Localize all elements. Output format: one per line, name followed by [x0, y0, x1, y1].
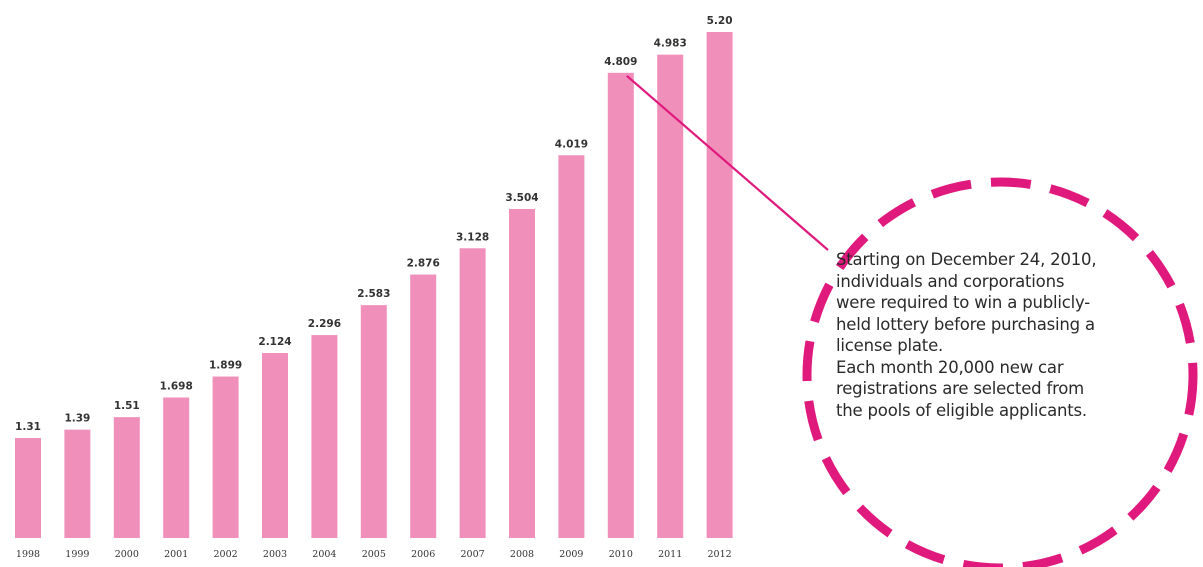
x-tick-label-2003: 2003 [263, 549, 287, 560]
x-tick-label-2001: 2001 [164, 549, 188, 560]
x-tick-label-1999: 1999 [65, 549, 89, 560]
bar-2001 [163, 397, 190, 538]
value-labels-layer: 1.31 1.39 1.51 1.698 1.899 2.124 2.296 2.583 2.8… [15, 15, 733, 433]
callout-paragraph-monthly-quota: Each month 20,000 new car registrations … [836, 357, 1087, 420]
x-tick-label-2006: 2006 [411, 549, 435, 560]
bar-2004 [311, 335, 338, 538]
bar-2011 [657, 54, 684, 539]
x-tick-label-2011: 2011 [658, 549, 682, 560]
x-tick-label-2004: 2004 [312, 549, 336, 560]
bar-1998 [15, 438, 41, 538]
bar-2008 [509, 209, 535, 538]
x-tick-label-2012: 2012 [708, 549, 732, 560]
bar-2005 [360, 305, 387, 538]
callout-dashed-circle [802, 177, 1198, 567]
bar-2010 [607, 72, 634, 538]
x-tick-label-2008: 2008 [510, 549, 534, 560]
bar-2006 [410, 274, 437, 538]
value-label-2011: 4.983 [654, 38, 687, 50]
x-axis-labels: 1998 1999 2000 2001 2002 2003 2004 2005 2006 2007… [16, 549, 732, 560]
value-label-1998: 1.31 [15, 421, 41, 433]
value-label-1999: 1.39 [64, 413, 90, 425]
value-label-2006: 2.876 [407, 258, 440, 270]
x-tick-label-2002: 2002 [214, 549, 238, 560]
bars-layer [15, 32, 733, 539]
value-label-2005: 2.583 [357, 288, 390, 300]
value-label-2012: 5.20 [707, 15, 733, 27]
value-label-2010: 4.809 [604, 56, 637, 68]
bar-2012 [706, 32, 733, 538]
value-label-2004: 2.296 [308, 318, 341, 330]
x-tick-label-2007: 2007 [461, 549, 485, 560]
bar-2000 [113, 417, 140, 538]
x-tick-label-2005: 2005 [362, 549, 386, 560]
bar-1999 [64, 429, 91, 538]
x-tick-label-2009: 2009 [559, 549, 583, 560]
value-label-2008: 3.504 [505, 192, 538, 204]
bar-2009 [558, 155, 585, 539]
value-label-2003: 2.124 [258, 336, 291, 348]
x-tick-label-1998: 1998 [16, 549, 40, 560]
callout-text: Starting on December 24, 2010, individua… [836, 249, 1176, 421]
bar-2002 [212, 376, 239, 538]
callout-connector-line [626, 74, 829, 251]
bar-2007 [459, 248, 486, 539]
value-label-2009: 4.019 [555, 138, 588, 150]
x-tick-label-2000: 2000 [115, 549, 139, 560]
value-label-2000: 1.51 [114, 400, 140, 412]
x-tick-label-2010: 2010 [609, 549, 633, 560]
callout-paragraph-lottery: Starting on December 24, 2010, individua… [836, 250, 1097, 355]
value-label-2001: 1.698 [160, 381, 193, 393]
value-label-2002: 1.899 [209, 360, 242, 372]
value-label-2007: 3.128 [456, 231, 489, 243]
bar-2003 [262, 353, 288, 538]
